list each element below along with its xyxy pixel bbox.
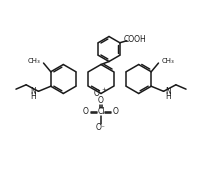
Text: N: N <box>31 87 37 96</box>
Text: O: O <box>113 107 119 116</box>
Text: H: H <box>31 92 37 101</box>
Text: O: O <box>94 89 100 98</box>
Text: COOH: COOH <box>123 35 146 44</box>
Text: H: H <box>166 92 171 101</box>
Text: O: O <box>98 96 104 105</box>
Text: CH₃: CH₃ <box>162 58 174 64</box>
Text: O: O <box>83 107 89 116</box>
Text: O⁻: O⁻ <box>96 123 106 132</box>
Text: N: N <box>166 87 171 96</box>
Text: Cl: Cl <box>97 107 105 116</box>
Text: CH₃: CH₃ <box>28 58 41 64</box>
Text: +: + <box>102 87 106 92</box>
